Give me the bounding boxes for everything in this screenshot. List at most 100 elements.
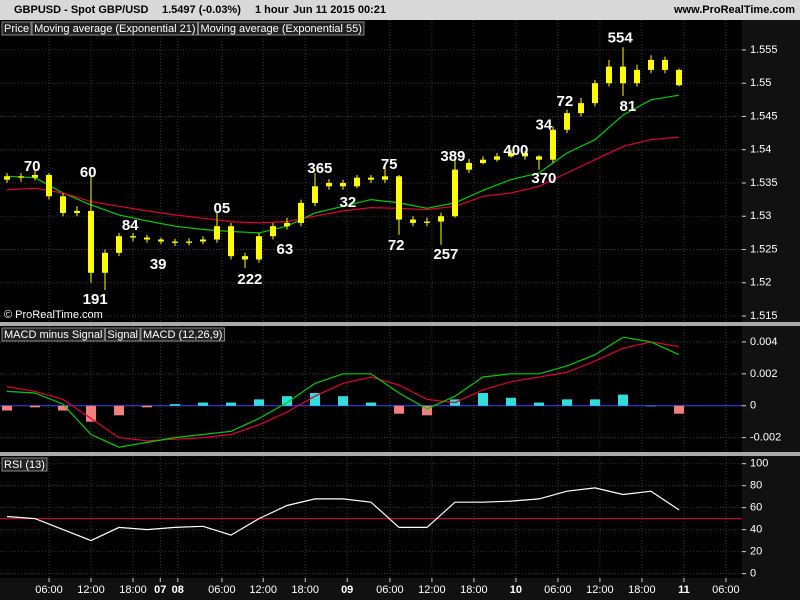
histogram-bar bbox=[254, 399, 264, 406]
candle-body bbox=[368, 177, 374, 180]
candle-body bbox=[270, 226, 276, 237]
y-tick-label: 0 bbox=[750, 400, 756, 412]
candle-body bbox=[214, 226, 220, 240]
x-tick-label: 18:00 bbox=[628, 584, 656, 596]
histogram-bar bbox=[30, 405, 40, 408]
x-tick-label: 06:00 bbox=[35, 584, 63, 596]
annotation: 400 bbox=[503, 142, 528, 159]
y-tick-label: 100 bbox=[750, 458, 768, 470]
y-tick-label: 0 bbox=[750, 568, 756, 580]
site: www.ProRealTime.com bbox=[673, 4, 795, 16]
candle-body bbox=[60, 196, 66, 213]
y-tick-label: 40 bbox=[750, 524, 762, 536]
x-tick-label: 12:00 bbox=[586, 584, 614, 596]
separator bbox=[0, 322, 800, 326]
legend-label: Price bbox=[4, 23, 29, 35]
candle-body bbox=[522, 153, 528, 157]
candle-body bbox=[88, 210, 94, 273]
candle-body bbox=[396, 176, 402, 220]
annotation: 70 bbox=[24, 158, 41, 175]
histogram-bar bbox=[590, 399, 600, 406]
candle-body bbox=[438, 216, 444, 222]
candle-body bbox=[46, 174, 52, 197]
y-tick-label: 0.002 bbox=[750, 368, 778, 380]
histogram-bar bbox=[58, 405, 68, 411]
symbol: GBPUSD - Spot GBP/USD bbox=[14, 4, 149, 16]
annotation: 72 bbox=[557, 93, 574, 110]
candle-body bbox=[242, 256, 248, 260]
candle-body bbox=[172, 241, 178, 243]
quote: 1.5497 (-0.03%) bbox=[162, 4, 241, 16]
candle-body bbox=[32, 174, 38, 178]
x-tick-label: 18:00 bbox=[291, 584, 319, 596]
annotation: 39 bbox=[150, 256, 167, 273]
y-tick-label: 1.52 bbox=[750, 277, 771, 289]
legend-box bbox=[140, 327, 225, 342]
candle-body bbox=[676, 69, 682, 86]
histogram-bar bbox=[562, 399, 572, 406]
x-tick-label: 09 bbox=[341, 584, 353, 596]
candle-body bbox=[606, 66, 612, 84]
candle-body bbox=[382, 176, 388, 180]
x-tick-label: 12:00 bbox=[77, 584, 105, 596]
histogram-bar bbox=[282, 396, 292, 406]
annotation: 32 bbox=[340, 194, 357, 211]
y-tick-label: 1.54 bbox=[750, 144, 771, 156]
candle-body bbox=[578, 103, 584, 114]
histogram-bar bbox=[310, 392, 320, 406]
histogram-bar bbox=[618, 394, 628, 406]
x-tick-label: 12:00 bbox=[249, 584, 277, 596]
histogram-bar bbox=[198, 402, 208, 406]
x-axis-area bbox=[0, 578, 800, 600]
annotation: 84 bbox=[122, 217, 139, 234]
x-tick-label: 11 bbox=[678, 584, 690, 596]
annotation: 222 bbox=[237, 271, 262, 288]
annotation: 60 bbox=[80, 164, 97, 181]
y-tick-label: 80 bbox=[750, 480, 762, 492]
legend-label: Moving average (Exponential 55) bbox=[201, 23, 362, 35]
annotation: 365 bbox=[307, 160, 332, 177]
x-tick-label: 06:00 bbox=[208, 584, 236, 596]
annotation: 554 bbox=[608, 30, 634, 47]
separator bbox=[0, 452, 800, 456]
candle-body bbox=[116, 236, 122, 253]
histogram-bar bbox=[2, 405, 12, 411]
y-tick-label: 0.004 bbox=[750, 336, 778, 348]
candle-body bbox=[354, 177, 360, 187]
y-tick-label: 1.545 bbox=[750, 110, 778, 122]
candle-body bbox=[200, 239, 206, 242]
candle-body bbox=[536, 156, 542, 160]
legend-label: MACD (12,26,9) bbox=[143, 329, 222, 341]
annotation: 389 bbox=[440, 148, 465, 165]
annotation: 75 bbox=[381, 156, 398, 173]
histogram-bar bbox=[170, 404, 180, 406]
candle-body bbox=[466, 163, 472, 170]
moving-average bbox=[6, 136, 680, 224]
annotation: 05 bbox=[214, 200, 231, 217]
y-tick-label: 1.55 bbox=[750, 77, 771, 89]
x-tick-label: 08 bbox=[172, 584, 184, 596]
histogram-bar bbox=[338, 396, 348, 406]
timeframe: 1 hour bbox=[255, 4, 289, 16]
y-tick-label: 1.515 bbox=[750, 310, 778, 322]
legend-box bbox=[104, 327, 141, 342]
candle-body bbox=[494, 156, 500, 160]
candle-body bbox=[564, 113, 570, 130]
y-tick-label: 20 bbox=[750, 546, 762, 558]
x-tick-label: 06:00 bbox=[376, 584, 404, 596]
candle-body bbox=[158, 239, 164, 242]
x-tick-label: 18:00 bbox=[460, 584, 488, 596]
histogram-bar bbox=[114, 405, 124, 416]
annotation: 34 bbox=[536, 117, 553, 134]
candle-body bbox=[18, 176, 24, 178]
candle-body bbox=[74, 210, 80, 213]
rsi-line bbox=[6, 487, 680, 542]
indicator-line bbox=[6, 336, 680, 448]
candle-body bbox=[298, 202, 304, 223]
legend-label: RSI (13) bbox=[4, 459, 45, 471]
candle-body bbox=[410, 219, 416, 223]
y-tick-label: 60 bbox=[750, 502, 762, 514]
candle-body bbox=[424, 221, 430, 223]
histogram-bar bbox=[534, 402, 544, 406]
